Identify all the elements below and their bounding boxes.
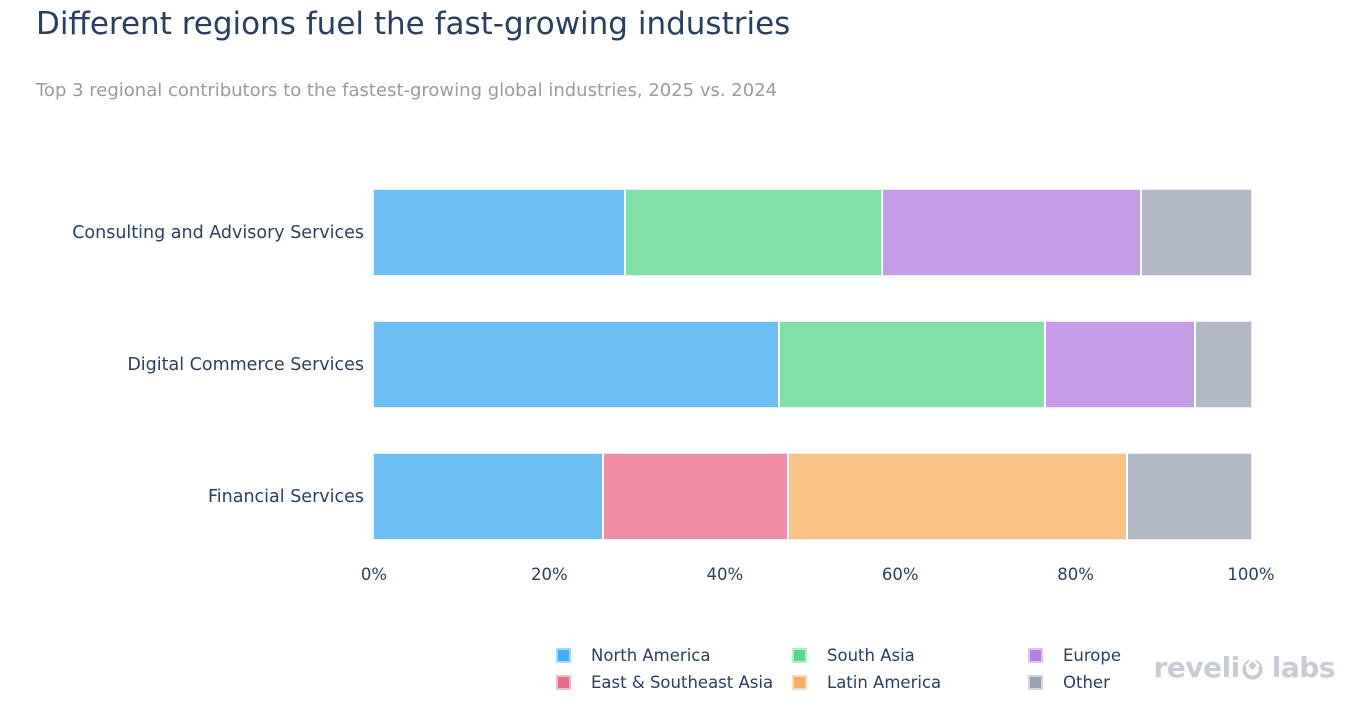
- legend-item-europe[interactable]: Europe: [1028, 643, 1121, 667]
- category-label: Financial Services: [208, 486, 364, 507]
- legend-item-east-southeast-asia[interactable]: East & Southeast Asia: [556, 670, 792, 694]
- x-tick-60: 60%: [881, 565, 919, 584]
- legend-swatch-north-america: [556, 647, 571, 663]
- legend-column-3: Europe Other: [1028, 643, 1121, 694]
- bar-track: [373, 453, 1252, 540]
- bar-segment-other[interactable]: [1196, 322, 1251, 407]
- page-title: Different regions fuel the fast-growing …: [36, 6, 791, 42]
- legend-swatch-south-asia: [792, 647, 807, 663]
- bar-segment-europe[interactable]: [1046, 322, 1195, 407]
- revelio-labs-logo: reveli labs: [1153, 651, 1336, 684]
- legend-item-south-asia[interactable]: South Asia: [792, 643, 1028, 667]
- category-label: Consulting and Advisory Services: [72, 222, 364, 243]
- x-tick-40: 40%: [706, 565, 744, 584]
- category-label: Digital Commerce Services: [127, 354, 364, 375]
- legend-column-2: South Asia Latin America: [792, 643, 1028, 694]
- legend-column-1: North America East & Southeast Asia: [556, 643, 792, 694]
- legend-item-latin-america[interactable]: Latin America: [792, 670, 1028, 694]
- x-tick-80: 80%: [1057, 565, 1094, 584]
- x-tick-0: 0%: [360, 565, 388, 584]
- x-tick-20: 20%: [531, 565, 568, 584]
- bar-segment-north-america[interactable]: [374, 190, 624, 275]
- legend-swatch-east-southeast-asia: [556, 674, 571, 690]
- x-tick-100: 100%: [1227, 565, 1275, 584]
- bar-segment-latin-america[interactable]: [789, 454, 1127, 539]
- bar-segment-other[interactable]: [1142, 190, 1251, 275]
- plot-area: Consulting and Advisory Services Digital …: [0, 189, 1252, 586]
- bar-segment-europe[interactable]: [883, 190, 1141, 275]
- bar-segment-north-america[interactable]: [374, 454, 603, 539]
- bar-segment-south-asia[interactable]: [780, 322, 1045, 407]
- bar-segment-other[interactable]: [1128, 454, 1251, 539]
- legend-label: Other: [1063, 672, 1110, 692]
- chart-row-consulting-and-advisory-services: Consulting and Advisory Services: [0, 189, 1252, 276]
- logo-text-suffix: labs: [1271, 651, 1336, 684]
- legend-label: East & Southeast Asia: [591, 672, 774, 692]
- legend: North America East & Southeast Asia South …: [556, 643, 1121, 694]
- legend-label: Europe: [1063, 645, 1122, 665]
- page-subtitle: Top 3 regional contributors to the faste…: [36, 80, 778, 101]
- legend-label: South Asia: [827, 645, 915, 665]
- chart-row-financial-services: Financial Services: [0, 453, 1252, 540]
- bar-segment-east-southeast-asia[interactable]: [604, 454, 788, 539]
- bar-segment-north-america[interactable]: [374, 322, 779, 407]
- legend-swatch-europe: [1028, 647, 1043, 663]
- chart-row-digital-commerce-services: Digital Commerce Services: [0, 321, 1252, 408]
- legend-item-other[interactable]: Other: [1028, 670, 1121, 694]
- bar-segment-south-asia[interactable]: [625, 190, 882, 275]
- legend-swatch-latin-america: [792, 674, 807, 690]
- bar-track: [373, 321, 1252, 408]
- logo-o-icon: [1242, 657, 1263, 680]
- logo-text-prefix: reveli: [1153, 651, 1241, 684]
- x-axis: 0% 20% 40% 60% 80% 100%: [361, 565, 1275, 589]
- legend-label: Latin America: [827, 672, 942, 692]
- legend-swatch-other: [1028, 674, 1043, 690]
- legend-label: North America: [591, 645, 711, 665]
- bar-track: [373, 189, 1252, 276]
- legend-item-north-america[interactable]: North America: [556, 643, 792, 667]
